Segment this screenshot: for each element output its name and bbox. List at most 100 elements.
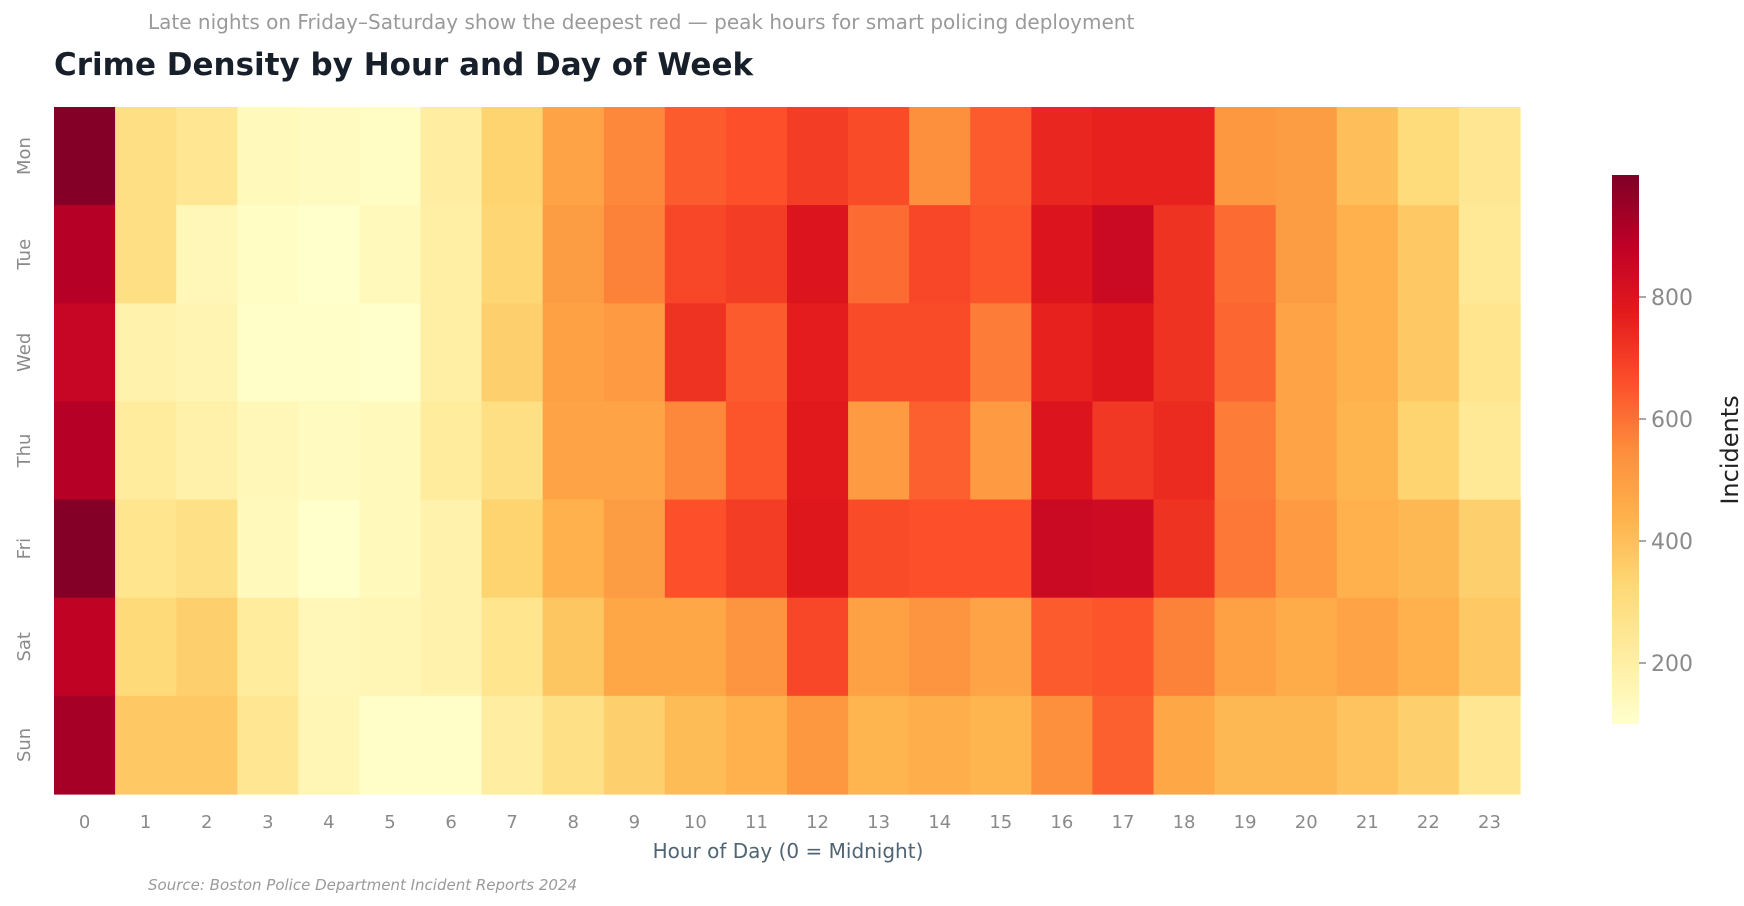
heatmap-cell-wed-0 xyxy=(54,303,116,403)
heatmap-cell-fri-21 xyxy=(1336,499,1399,599)
x-tick-label: 6 xyxy=(445,812,456,833)
heatmap-cell-mon-15 xyxy=(970,107,1032,206)
heatmap-cell-mon-19 xyxy=(1214,107,1277,206)
heatmap-cell-mon-21 xyxy=(1336,107,1399,206)
heatmap-cell-sun-10 xyxy=(664,695,727,795)
heatmap-cell-sat-14 xyxy=(909,597,971,697)
x-tick-label: 3 xyxy=(262,812,273,833)
heatmap-cell-sun-1 xyxy=(115,695,177,795)
heatmap-cell-mon-13 xyxy=(848,107,910,206)
heatmap-cell-tue-4 xyxy=(298,205,361,304)
heatmap-cell-mon-14 xyxy=(909,107,971,206)
heatmap-cell-sat-17 xyxy=(1092,597,1155,697)
heatmap-cell-fri-0 xyxy=(54,499,116,599)
heatmap-cell-mon-5 xyxy=(359,107,422,206)
heatmap-cell-wed-1 xyxy=(115,303,177,403)
heatmap-cell-thu-1 xyxy=(115,401,177,501)
heatmap-cell-sat-3 xyxy=(237,597,299,697)
x-tick-label: 17 xyxy=(1112,812,1135,833)
colorbar-tick-label: 800 xyxy=(1651,286,1693,311)
heatmap-cell-mon-17 xyxy=(1092,107,1155,206)
x-tick-label: 21 xyxy=(1356,812,1379,833)
heatmap-cell-fri-14 xyxy=(909,499,971,599)
heatmap-cell-tue-9 xyxy=(603,205,666,304)
heatmap-cell-wed-6 xyxy=(420,303,483,403)
heatmap-cell-sat-23 xyxy=(1458,597,1521,697)
heatmap-cell-tue-21 xyxy=(1336,205,1399,304)
x-tick-label: 16 xyxy=(1050,812,1073,833)
heatmap-cell-sat-16 xyxy=(1031,597,1094,697)
heatmap-cell-mon-16 xyxy=(1031,107,1094,206)
heatmap-cell-fri-17 xyxy=(1092,499,1155,599)
heatmap-cell-tue-20 xyxy=(1275,205,1338,304)
heatmap-cell-tue-19 xyxy=(1214,205,1277,304)
heatmap-cell-sun-11 xyxy=(725,695,788,795)
heatmap-cell-wed-23 xyxy=(1458,303,1521,403)
heatmap-cell-sat-21 xyxy=(1336,597,1399,697)
heatmap-cell-fri-20 xyxy=(1275,499,1338,599)
heatmap-cell-mon-0 xyxy=(54,107,116,206)
heatmap-cell-sat-4 xyxy=(298,597,361,697)
heatmap-cell-fri-3 xyxy=(237,499,299,599)
colorbar-tick-label: 200 xyxy=(1651,652,1693,677)
heatmap-cell-wed-4 xyxy=(298,303,361,403)
y-tick-label: Wed xyxy=(14,333,35,372)
colorbar xyxy=(1612,175,1639,724)
heatmap-cell-fri-2 xyxy=(176,499,238,599)
heatmap-cell-mon-9 xyxy=(603,107,666,206)
heatmap-cell-sat-13 xyxy=(848,597,910,697)
y-tick-labels: Mon Tue Wed Thu Fri Sat Sun xyxy=(14,137,35,762)
heatmap-cell-tue-18 xyxy=(1153,205,1216,304)
x-tick-label: 7 xyxy=(506,812,517,833)
heatmap-cells xyxy=(54,107,1521,795)
heatmap-cell-sat-6 xyxy=(420,597,483,697)
heatmap-cell-sun-6 xyxy=(420,695,483,795)
heatmap-cell-fri-9 xyxy=(603,499,666,599)
chart-title: Crime Density by Hour and Day of Week xyxy=(54,47,754,83)
heatmap-cell-tue-17 xyxy=(1092,205,1155,304)
heatmap-cell-fri-6 xyxy=(420,499,483,599)
heatmap-cell-sun-16 xyxy=(1031,695,1094,795)
heatmap-cell-tue-22 xyxy=(1397,205,1460,304)
heatmap-cell-fri-19 xyxy=(1214,499,1277,599)
heatmap-cell-thu-6 xyxy=(420,401,483,501)
chart-subtitle: Late nights on Friday–Saturday show the … xyxy=(148,10,1135,34)
heatmap-cell-mon-11 xyxy=(725,107,788,206)
x-tick-label: 19 xyxy=(1234,812,1257,833)
heatmap-cell-wed-7 xyxy=(481,303,544,403)
heatmap-cell-mon-22 xyxy=(1397,107,1460,206)
heatmap-cell-fri-11 xyxy=(725,499,788,599)
heatmap-cell-fri-8 xyxy=(542,499,605,599)
heatmap-cell-fri-1 xyxy=(115,499,177,599)
x-tick-label: 15 xyxy=(989,812,1012,833)
heatmap-cell-fri-23 xyxy=(1458,499,1521,599)
heatmap-cell-tue-23 xyxy=(1458,205,1521,304)
colorbar-tick-label: 400 xyxy=(1651,530,1693,555)
heatmap-cell-sun-22 xyxy=(1397,695,1460,795)
heatmap-cell-thu-23 xyxy=(1458,401,1521,501)
x-tick-label: 14 xyxy=(928,812,951,833)
heatmap-cell-thu-0 xyxy=(54,401,116,501)
heatmap-cell-thu-8 xyxy=(542,401,605,501)
x-tick-label: 9 xyxy=(629,812,640,833)
heatmap-cell-thu-17 xyxy=(1092,401,1155,501)
heatmap-cell-mon-6 xyxy=(420,107,483,206)
heatmap-cell-tue-3 xyxy=(237,205,299,304)
x-tick-label: 22 xyxy=(1417,812,1440,833)
heatmap-cell-mon-23 xyxy=(1458,107,1521,206)
heatmap-cell-thu-16 xyxy=(1031,401,1094,501)
heatmap-cell-sun-8 xyxy=(542,695,605,795)
heatmap-cell-mon-3 xyxy=(237,107,299,206)
heatmap-cell-tue-11 xyxy=(725,205,788,304)
colorbar-label: Incidents xyxy=(1716,395,1744,504)
heatmap-cell-mon-4 xyxy=(298,107,361,206)
heatmap-cell-sat-15 xyxy=(970,597,1032,697)
heatmap-cell-sat-2 xyxy=(176,597,238,697)
heatmap-cell-sun-13 xyxy=(848,695,910,795)
heatmap-cell-sun-12 xyxy=(787,695,849,795)
heatmap-cell-thu-21 xyxy=(1336,401,1399,501)
heatmap-cell-tue-7 xyxy=(481,205,544,304)
heatmap-cell-fri-10 xyxy=(664,499,727,599)
heatmap-cell-sun-18 xyxy=(1153,695,1216,795)
heatmap-cell-tue-15 xyxy=(970,205,1032,304)
